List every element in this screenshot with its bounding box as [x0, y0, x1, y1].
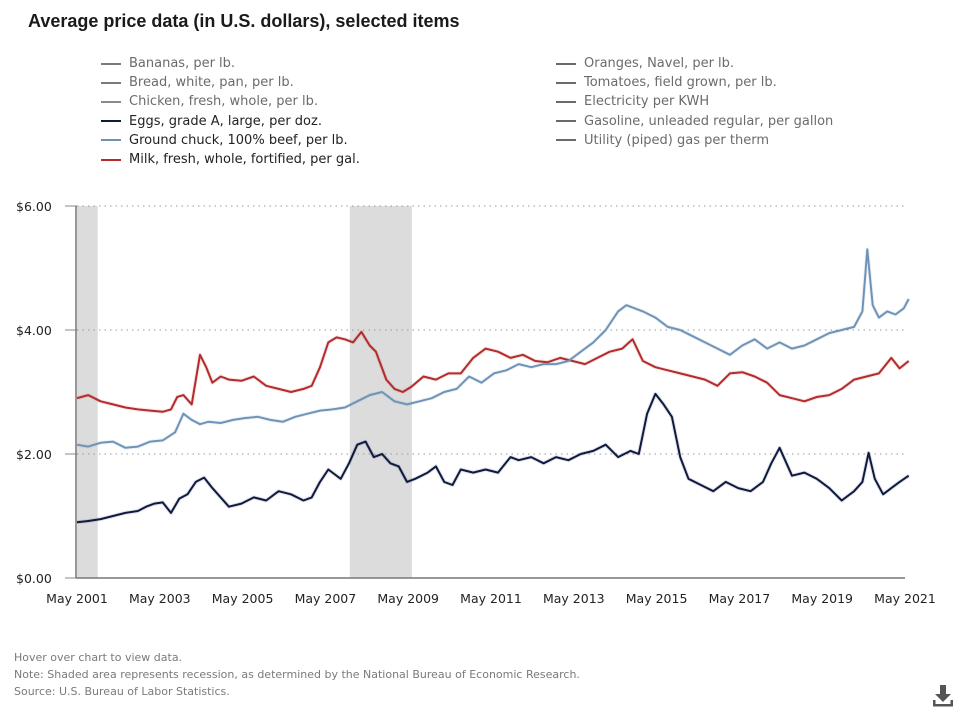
legend-label: Chicken, fresh, whole, per lb. [129, 94, 318, 110]
legend-label: Bananas, per lb. [129, 56, 236, 72]
x-tick-label: May 2005 [212, 591, 274, 606]
x-tick-label: May 2007 [295, 591, 357, 606]
x-tick-label: May 2017 [709, 591, 771, 606]
legend-item-gasoline[interactable]: Gasoline, unleaded regular, per gallon [556, 112, 833, 131]
legend-item-oranges[interactable]: Oranges, Navel, per lb. [556, 54, 833, 73]
legend-label: Utility (piped) gas per therm [584, 132, 769, 148]
legend-item-chicken[interactable]: Chicken, fresh, whole, per lb. [101, 92, 360, 111]
legend-label: Ground chuck, 100% beef, per lb. [129, 132, 348, 148]
legend-swatch [556, 139, 576, 142]
x-tick-label: May 2021 [874, 591, 936, 606]
legend-left-column: Bananas, per lb. Bread, white, pan, per … [101, 54, 360, 169]
recession-shading-layer [77, 206, 412, 578]
legend-label: Oranges, Navel, per lb. [584, 56, 735, 72]
legend-item-bread[interactable]: Bread, white, pan, per lb. [101, 73, 360, 92]
legend-label: Milk, fresh, whole, fortified, per gal. [129, 152, 360, 168]
legend-label: Tomatoes, field grown, per lb. [584, 75, 777, 91]
x-tick-label: May 2009 [377, 591, 439, 606]
legend-item-tomatoes[interactable]: Tomatoes, field grown, per lb. [556, 73, 833, 92]
legend-item-ground-chuck[interactable]: Ground chuck, 100% beef, per lb. [101, 131, 360, 150]
x-tick-label: May 2001 [46, 591, 108, 606]
legend-item-eggs[interactable]: Eggs, grade A, large, per doz. [101, 112, 360, 131]
series-line [76, 392, 910, 524]
line-chart[interactable]: $0.00 $2.00 $4.00 $6.00 May 2001 May 2003 May … [0, 190, 962, 610]
gridlines [77, 205, 905, 455]
legend-swatch [556, 62, 576, 65]
series-lines [76, 247, 911, 525]
recession-note: Note: Shaded area represents recession, … [14, 668, 580, 681]
series-line [76, 330, 910, 413]
chart-title: Average price data (in U.S. dollars), se… [28, 11, 460, 31]
legend-swatch [101, 81, 121, 84]
legend-item-milk[interactable]: Milk, fresh, whole, fortified, per gal. [101, 150, 360, 169]
y-tick-label: $2.00 [16, 447, 52, 462]
download-icon [933, 685, 953, 707]
legend-swatch [101, 62, 121, 65]
legend-swatch [101, 120, 121, 123]
x-tick-label: May 2019 [791, 591, 853, 606]
legend-label: Eggs, grade A, large, per doz. [129, 113, 322, 129]
download-button[interactable] [932, 684, 954, 708]
legend-swatch [101, 100, 121, 103]
y-tick-label: $4.00 [16, 323, 52, 338]
legend-item-utility-gas[interactable]: Utility (piped) gas per therm [556, 131, 833, 150]
source-note: Source: U.S. Bureau of Labor Statistics. [14, 685, 230, 698]
x-tick-label: May 2003 [129, 591, 191, 606]
series-line [76, 248, 910, 449]
x-tick-label: May 2011 [460, 591, 522, 606]
legend-swatch [101, 139, 121, 142]
legend-swatch [556, 100, 576, 103]
recession-band [77, 206, 98, 578]
legend-label: Electricity per KWH [584, 94, 710, 110]
y-tick-label: $6.00 [16, 199, 52, 214]
y-tick-label: $0.00 [16, 571, 52, 586]
legend-swatch [101, 158, 121, 161]
axes [65, 205, 905, 579]
legend-item-electricity[interactable]: Electricity per KWH [556, 92, 833, 111]
legend-label: Bread, white, pan, per lb. [129, 75, 294, 91]
hover-hint: Hover over chart to view data. [14, 651, 183, 664]
legend-item-bananas[interactable]: Bananas, per lb. [101, 54, 360, 73]
legend-swatch [556, 81, 576, 84]
x-tick-label: May 2015 [626, 591, 688, 606]
legend-label: Gasoline, unleaded regular, per gallon [584, 113, 834, 129]
legend-right-column: Oranges, Navel, per lb. Tomatoes, field … [556, 54, 833, 150]
tick-labels: $0.00 $2.00 $4.00 $6.00 May 2001 May 2003 May … [16, 199, 936, 606]
legend-swatch [556, 120, 576, 123]
footnotes: Hover over chart to view data. Note: Sha… [14, 649, 580, 700]
x-tick-label: May 2013 [543, 591, 605, 606]
